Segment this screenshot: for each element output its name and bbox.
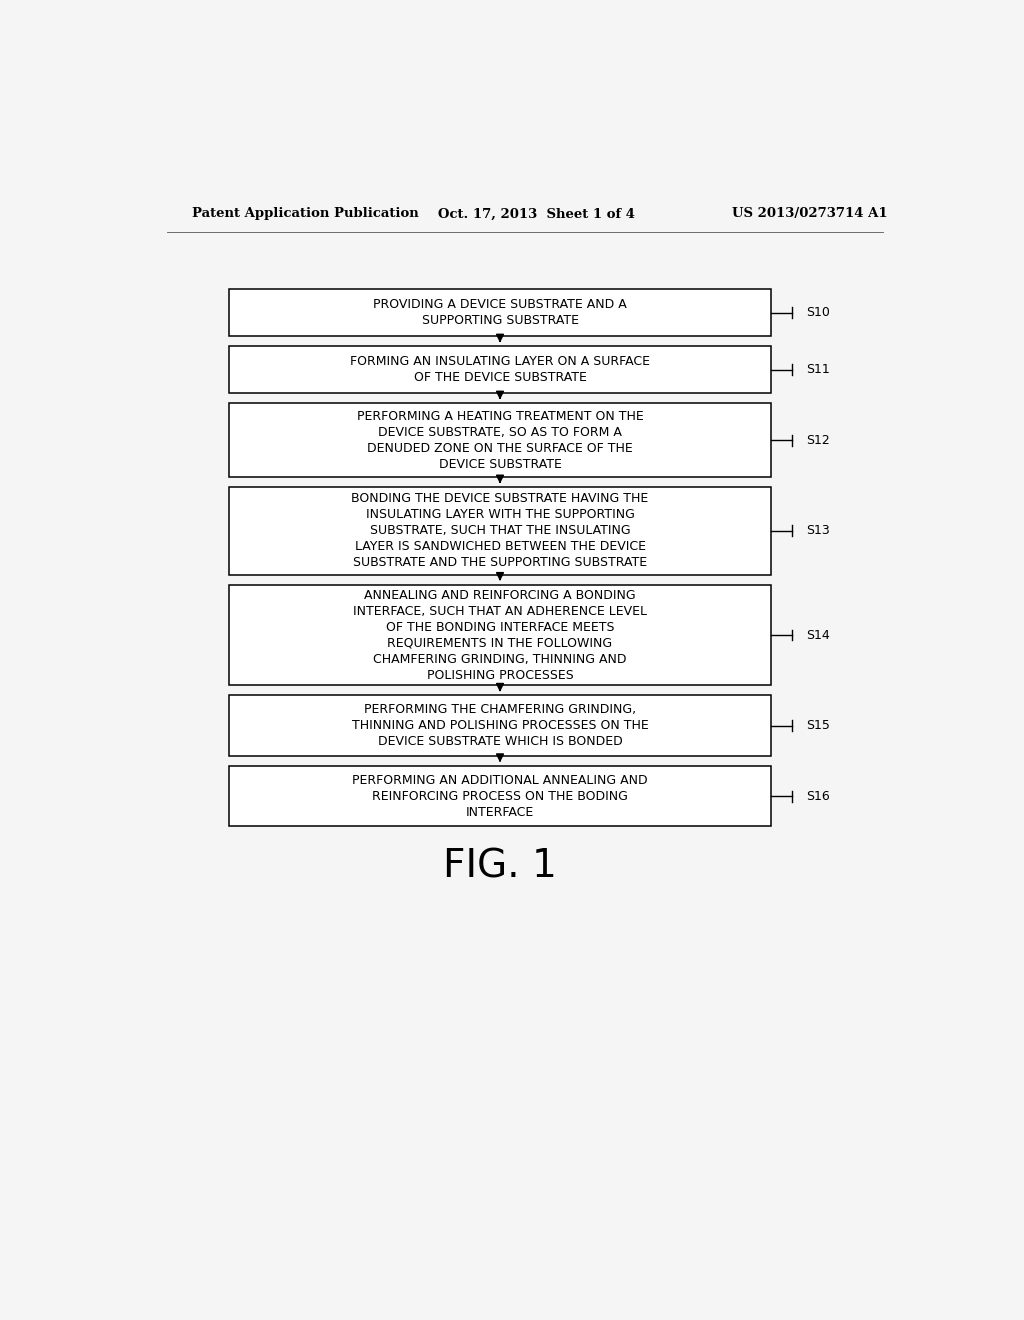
Text: US 2013/0273714 A1: US 2013/0273714 A1	[732, 207, 888, 220]
Text: ANNEALING AND REINFORCING A BONDING
INTERFACE, SUCH THAT AN ADHERENCE LEVEL
OF T: ANNEALING AND REINFORCING A BONDING INTE…	[353, 589, 647, 681]
Text: S11: S11	[806, 363, 829, 376]
Text: S14: S14	[806, 628, 829, 642]
Text: S13: S13	[806, 524, 829, 537]
Bar	[228, 766, 771, 826]
Text: S16: S16	[806, 789, 829, 803]
Text: Patent Application Publication: Patent Application Publication	[191, 207, 418, 220]
Text: PROVIDING A DEVICE SUBSTRATE AND A
SUPPORTING SUBSTRATE: PROVIDING A DEVICE SUBSTRATE AND A SUPPO…	[373, 298, 627, 327]
Text: FORMING AN INSULATING LAYER ON A SURFACE
OF THE DEVICE SUBSTRATE: FORMING AN INSULATING LAYER ON A SURFACE…	[350, 355, 650, 384]
Bar	[228, 696, 771, 756]
Bar	[228, 289, 771, 337]
Text: PERFORMING AN ADDITIONAL ANNEALING AND
REINFORCING PROCESS ON THE BODING
INTERFA: PERFORMING AN ADDITIONAL ANNEALING AND R…	[352, 774, 648, 818]
Text: S12: S12	[806, 434, 829, 446]
Bar	[228, 487, 771, 574]
Text: S10: S10	[806, 306, 830, 319]
Text: BONDING THE DEVICE SUBSTRATE HAVING THE
INSULATING LAYER WITH THE SUPPORTING
SUB: BONDING THE DEVICE SUBSTRATE HAVING THE …	[351, 492, 648, 569]
Text: FIG. 1: FIG. 1	[443, 847, 557, 886]
Bar	[228, 346, 771, 393]
Text: Oct. 17, 2013  Sheet 1 of 4: Oct. 17, 2013 Sheet 1 of 4	[438, 207, 635, 220]
Bar	[228, 585, 771, 685]
Bar	[228, 404, 771, 478]
Text: PERFORMING THE CHAMFERING GRINDING,
THINNING AND POLISHING PROCESSES ON THE
DEVI: PERFORMING THE CHAMFERING GRINDING, THIN…	[351, 704, 648, 748]
Text: S15: S15	[806, 719, 830, 733]
Text: PERFORMING A HEATING TREATMENT ON THE
DEVICE SUBSTRATE, SO AS TO FORM A
DENUDED : PERFORMING A HEATING TREATMENT ON THE DE…	[356, 409, 643, 471]
